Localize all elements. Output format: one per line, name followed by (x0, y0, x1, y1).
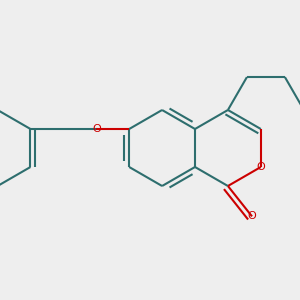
Text: O: O (248, 212, 256, 221)
Text: O: O (256, 162, 265, 172)
Text: O: O (92, 124, 101, 134)
